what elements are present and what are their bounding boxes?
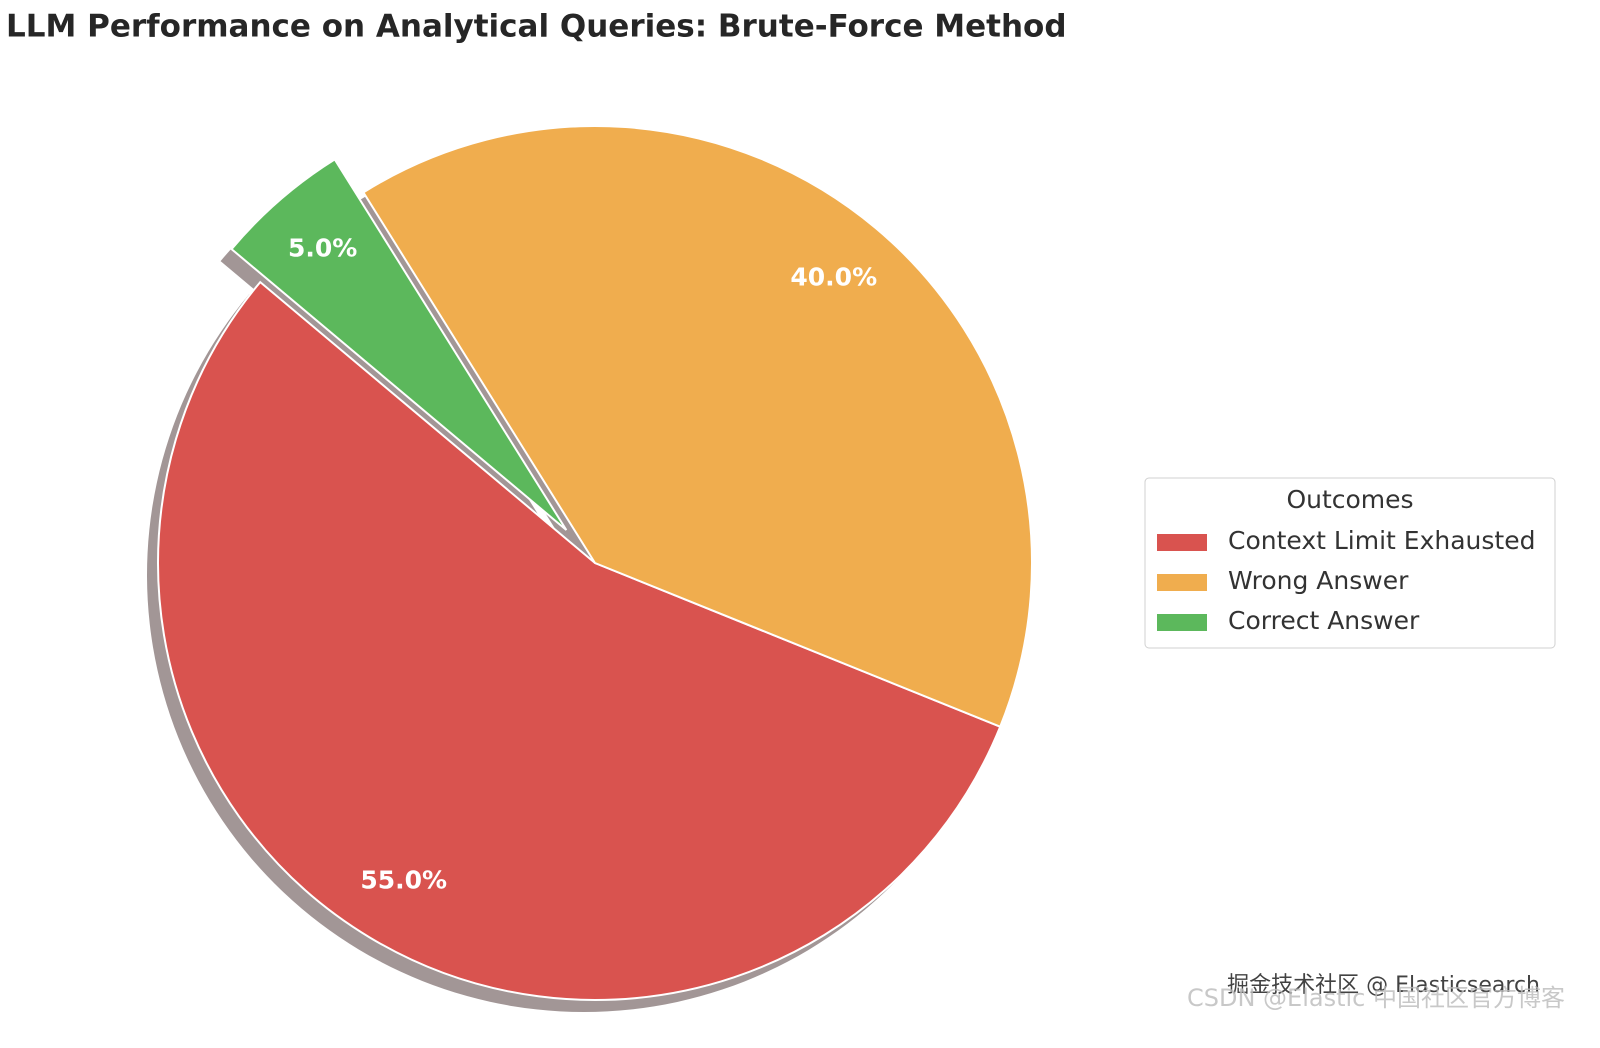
legend-label: Wrong Answer: [1228, 566, 1409, 595]
legend-swatch: [1157, 614, 1207, 631]
legend-swatch: [1157, 574, 1207, 591]
wedge: [157, 280, 1002, 1001]
value-label: 40.0%: [790, 262, 877, 291]
legend-label: Correct Answer: [1228, 606, 1420, 635]
value-label: 55.0%: [360, 865, 447, 894]
value-label: 5.0%: [288, 234, 357, 263]
legend-swatch: [1157, 534, 1207, 551]
wedge: [362, 125, 1033, 729]
chart-title: LLM Performance on Analytical Queries: B…: [6, 9, 1067, 45]
watermark: CSDN @Elastic 中国社区官方博客: [1187, 984, 1565, 1012]
legend-label: Context Limit Exhausted: [1228, 526, 1535, 555]
legend-title: Outcomes: [1286, 485, 1413, 514]
watermark: 掘金技术社区 @ Elasticsearch: [1227, 973, 1540, 998]
legend-box: [1144, 477, 1556, 649]
wedge: [230, 158, 568, 531]
